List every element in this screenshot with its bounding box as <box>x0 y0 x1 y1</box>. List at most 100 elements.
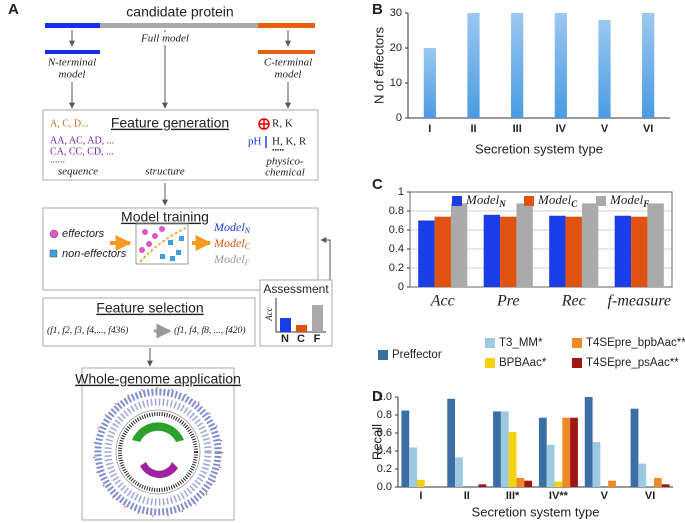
x-tick-label: f-measure <box>608 293 671 310</box>
y-tick-label: 0.0 <box>377 481 392 493</box>
assessment-axis: Acc <box>264 307 274 322</box>
bar <box>508 432 517 487</box>
n-model-label: model <box>59 69 86 81</box>
y-tick-label: 0.8 <box>377 409 392 421</box>
n-model-label: N-terminal <box>47 57 96 69</box>
y-tick-label: 20 <box>390 42 402 54</box>
bar <box>467 13 480 118</box>
feature-box <box>42 109 319 181</box>
bar <box>608 480 616 487</box>
x-tick-label: III <box>513 123 522 135</box>
x-tick-label: I <box>419 490 422 502</box>
panel-label: D <box>372 388 383 405</box>
legend-name: BPBAac* <box>499 357 547 369</box>
legend-name: Model <box>537 192 572 207</box>
bar <box>538 417 547 487</box>
assessment-axes <box>275 298 326 333</box>
legend-swatch <box>596 196 606 206</box>
ph-residues: H, K, R <box>272 136 307 148</box>
sequence-label: sequence <box>58 166 98 178</box>
bar <box>409 447 418 487</box>
legend-name: Model <box>609 192 644 207</box>
model-label: ModelF <box>213 252 250 267</box>
bar <box>450 203 468 287</box>
legend-label: T4SEpre_bpbAac** <box>586 337 685 349</box>
legend-label: T3_MM* <box>499 337 543 349</box>
panel-label: C <box>372 176 383 193</box>
physchem-label: physico- <box>265 156 304 168</box>
effector-icon <box>49 229 59 239</box>
y-tick-label: 1 <box>398 186 404 198</box>
bar <box>565 216 582 287</box>
dots: ••••• <box>272 147 285 155</box>
bar <box>661 484 670 487</box>
non-effectors-label: non-effectors <box>62 248 127 260</box>
legend-label: T4SEpre_psAac** <box>586 357 679 369</box>
box-title: Feature generation <box>111 115 229 131</box>
charge-icon <box>259 119 269 129</box>
bar <box>434 216 451 287</box>
bar <box>500 411 509 487</box>
protein-label: candidate protein <box>126 4 233 20</box>
bar <box>554 481 563 487</box>
bar <box>592 442 601 487</box>
y-tick-label: 0 <box>396 112 402 124</box>
bar <box>581 203 599 287</box>
mid-segment <box>100 23 258 28</box>
bar <box>570 417 578 487</box>
assessment-label: C <box>297 333 305 345</box>
legend-name: T3_MM* <box>499 337 543 349</box>
x-tick-label: Pre <box>496 293 520 310</box>
assessment-label: N <box>281 333 289 345</box>
n-segment <box>45 23 100 28</box>
seq-line: A, C, D... <box>50 118 89 129</box>
y-tick-label: 0.8 <box>389 205 404 217</box>
x-tick-label: II <box>464 490 470 502</box>
model-subscript: F <box>244 258 250 267</box>
legend-swatch <box>572 358 582 368</box>
y-tick-label: 30 <box>390 7 402 19</box>
bar <box>642 13 655 118</box>
bar <box>647 203 664 287</box>
panel-label: A <box>8 1 19 18</box>
bar <box>631 216 648 287</box>
legend-name: Model <box>465 192 500 207</box>
x-tick-label: IV** <box>549 490 569 502</box>
plot-frame <box>409 191 673 288</box>
legend-swatch <box>485 358 495 368</box>
legend-label: ModelN <box>465 192 506 209</box>
x-tick-label: VI <box>645 490 655 502</box>
box-title: Model training <box>121 209 209 225</box>
legend-name: T4SEpre_psAac** <box>586 357 679 369</box>
bar <box>524 480 533 487</box>
genome-map <box>93 387 223 517</box>
x-tick-label: IV <box>556 123 567 135</box>
legend-swatch <box>572 338 582 348</box>
bar <box>417 479 425 487</box>
model-subscript: C <box>245 242 251 251</box>
non-effector-icon <box>49 249 58 258</box>
bar <box>447 398 456 487</box>
panel-label: B <box>372 1 383 18</box>
x-axis-label: Secretion system type <box>472 504 600 519</box>
x-axis-label: Secretion system type <box>475 141 603 156</box>
x-tick-label: V <box>601 123 609 135</box>
y-tick-label: 0.4 <box>377 445 392 457</box>
x-tick-label: Acc <box>430 293 455 310</box>
legend-label: ModelF <box>609 192 649 209</box>
legend-name: T4SEpre_bpbAac** <box>586 337 685 349</box>
legend-subscript: F <box>642 199 649 209</box>
model-name: Model <box>213 220 245 234</box>
bar <box>511 13 524 118</box>
bar <box>500 216 517 287</box>
model-name: Model <box>213 236 245 250</box>
c-model-label: C-terminal <box>264 57 312 69</box>
x-tick-label: VI <box>643 123 653 135</box>
panel-a: A candidate protein Full model N-termina… <box>8 1 333 521</box>
bar <box>493 411 501 487</box>
bar <box>483 214 501 287</box>
application-box <box>81 367 235 521</box>
assessment-label: F <box>314 333 321 345</box>
structure-label: structure <box>145 166 184 178</box>
